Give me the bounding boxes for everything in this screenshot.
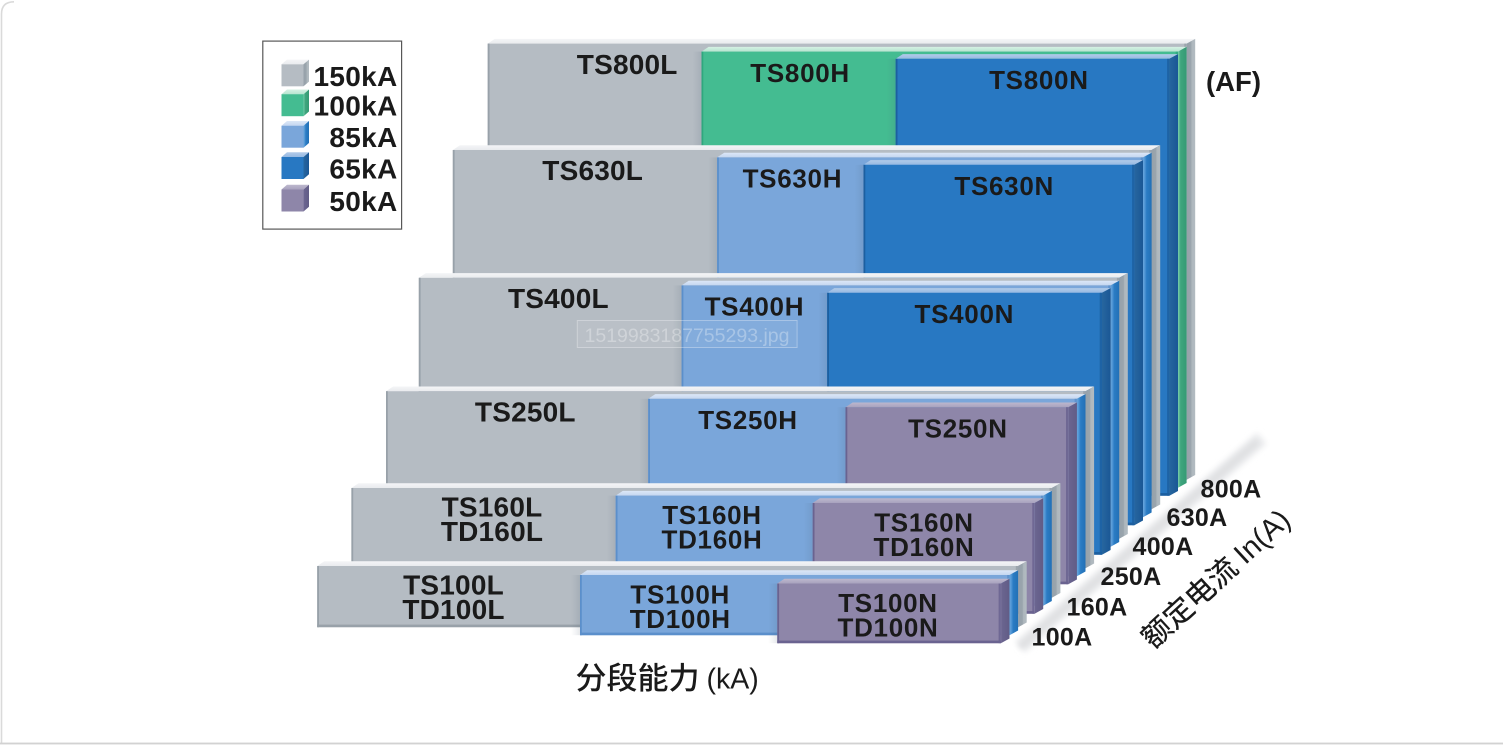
svg-text:TD100N: TD100N	[837, 612, 938, 642]
svg-text:TS400N: TS400N	[915, 299, 1015, 329]
svg-text:TS800L: TS800L	[577, 49, 678, 80]
svg-text:TD100L: TD100L	[402, 594, 504, 625]
svg-text:TS800H: TS800H	[750, 58, 850, 88]
svg-text:150kA: 150kA	[313, 61, 397, 92]
svg-text:TS630L: TS630L	[542, 155, 643, 186]
svg-text:(kA): (kA)	[707, 664, 759, 696]
svg-text:65kA: 65kA	[329, 154, 397, 185]
svg-text:100kA: 100kA	[313, 91, 397, 122]
svg-text:TS250H: TS250H	[698, 405, 798, 435]
svg-text:TS630H: TS630H	[743, 164, 843, 194]
svg-text:TS100H: TS100H	[630, 579, 730, 609]
svg-text:TS800N: TS800N	[989, 65, 1089, 95]
svg-text:TS400L: TS400L	[508, 283, 609, 314]
svg-text:630A: 630A	[1167, 504, 1228, 532]
svg-text:TS250N: TS250N	[908, 413, 1008, 443]
svg-text:TS630N: TS630N	[954, 171, 1054, 201]
svg-text:TS160N: TS160N	[874, 507, 974, 537]
svg-text:800A: 800A	[1201, 476, 1262, 504]
svg-text:TD160N: TD160N	[873, 532, 974, 562]
svg-text:TS100N: TS100N	[838, 588, 938, 618]
svg-text:TS160L: TS160L	[442, 491, 543, 522]
svg-text:(AF): (AF)	[1206, 66, 1261, 97]
svg-text:TS160H: TS160H	[662, 500, 762, 530]
svg-text:160A: 160A	[1067, 594, 1128, 622]
svg-text:TD160H: TD160H	[661, 524, 762, 554]
svg-text:TD160L: TD160L	[441, 516, 543, 547]
svg-text:50kA: 50kA	[329, 186, 397, 217]
svg-text:TS400H: TS400H	[705, 292, 805, 322]
svg-text:1519983187755293.jpg: 1519983187755293.jpg	[585, 325, 790, 347]
svg-text:TS250L: TS250L	[475, 396, 576, 427]
svg-text:400A: 400A	[1133, 533, 1194, 561]
svg-text:250A: 250A	[1101, 563, 1162, 591]
svg-text:TD100H: TD100H	[630, 604, 731, 634]
svg-text:85kA: 85kA	[329, 122, 397, 153]
svg-text:TS100L: TS100L	[403, 569, 504, 600]
svg-text:100A: 100A	[1032, 624, 1093, 652]
